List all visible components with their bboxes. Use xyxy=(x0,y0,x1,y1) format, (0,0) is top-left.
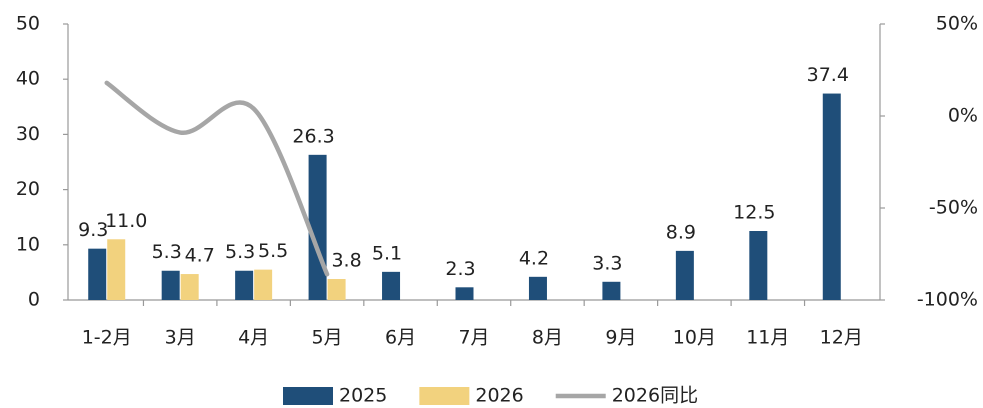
bar xyxy=(327,279,346,300)
y-tick-label: 0 xyxy=(28,289,40,311)
bar xyxy=(749,231,768,300)
data-label: 37.4 xyxy=(807,64,849,86)
x-tick-label: 8月 xyxy=(532,327,563,349)
legend-swatch xyxy=(283,387,333,405)
line xyxy=(104,80,330,277)
bar xyxy=(88,248,107,300)
bar xyxy=(602,281,621,300)
data-label: 3.8 xyxy=(331,250,361,272)
bar xyxy=(822,93,841,300)
data-label: 5.5 xyxy=(258,240,288,262)
data-label: 5.1 xyxy=(372,242,402,264)
x-tick-label: 7月 xyxy=(458,327,489,349)
bar xyxy=(455,287,474,300)
x-tick-label: 5月 xyxy=(312,327,343,349)
data-label: 12.5 xyxy=(733,202,775,224)
data-label: 3.3 xyxy=(592,252,622,274)
data-label: 5.3 xyxy=(225,241,255,263)
x-tick-label: 9月 xyxy=(605,327,636,349)
x-tick-label: 11月 xyxy=(746,327,789,349)
legend-swatch xyxy=(419,387,470,405)
bar xyxy=(254,269,273,300)
y-tick-label: 20 xyxy=(16,178,40,200)
y-tick-label: 30 xyxy=(16,123,40,145)
bar xyxy=(675,250,694,300)
legend-label: 2026 xyxy=(475,385,523,407)
bar xyxy=(382,271,401,300)
bar xyxy=(235,270,254,300)
x-tick-label: 1-2月 xyxy=(82,327,132,349)
legend-label: 2025 xyxy=(339,385,387,407)
y2-tick-label: -50% xyxy=(929,197,978,219)
x-tick-label: 10月 xyxy=(673,327,716,349)
data-label: 5.3 xyxy=(152,241,182,263)
y-tick-label: 40 xyxy=(16,68,40,90)
x-tick-label: 6月 xyxy=(385,327,416,349)
x-tick-label: 12月 xyxy=(820,327,863,349)
bar xyxy=(107,239,126,300)
y2-tick-label: -100% xyxy=(917,289,978,311)
legend-label: 2026同比 xyxy=(612,385,698,407)
data-label: 9.3 xyxy=(78,219,108,241)
data-label: 4.2 xyxy=(519,247,549,269)
x-tick-label: 3月 xyxy=(165,327,196,349)
data-label: 4.7 xyxy=(185,245,215,267)
bar xyxy=(528,276,547,300)
data-label: 11.0 xyxy=(105,210,147,232)
bar xyxy=(180,274,199,300)
y2-tick-label: 0% xyxy=(948,105,978,127)
x-tick-label: 4月 xyxy=(238,327,269,349)
y-tick-label: 10 xyxy=(16,233,40,255)
data-label: 26.3 xyxy=(292,125,334,147)
data-label: 8.9 xyxy=(666,221,696,243)
data-label: 2.3 xyxy=(445,258,475,280)
y2-tick-label: 50% xyxy=(936,13,978,35)
bar xyxy=(161,270,180,300)
y-tick-label: 50 xyxy=(16,13,40,35)
